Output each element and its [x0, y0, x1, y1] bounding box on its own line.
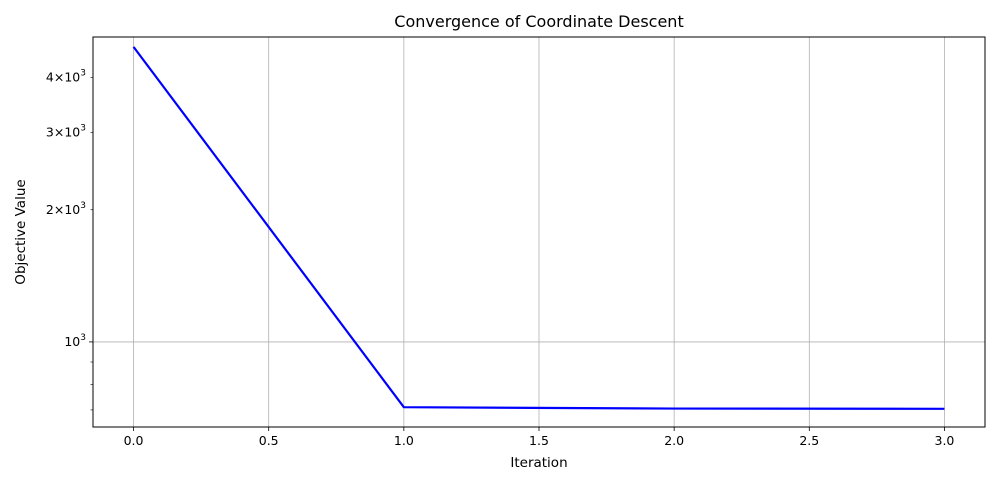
y-major-tick-label: 103 — [64, 333, 86, 349]
y-tick-multiplier: 3×10 — [46, 124, 80, 139]
y-tick-multiplier: 4×10 — [46, 70, 80, 85]
x-tick-label: 2.5 — [799, 433, 819, 448]
x-tick-label: 1.0 — [394, 433, 414, 448]
y-tick-exponent: 3 — [80, 333, 86, 343]
y-tick-exponent: 3 — [80, 201, 86, 211]
x-tick-label: 0.5 — [259, 433, 279, 448]
x-tick-label: 2.0 — [664, 433, 684, 448]
grid — [93, 37, 985, 427]
x-axis: 0.0 0.5 1.0 1.5 2.0 2.5 3.0 — [124, 427, 955, 448]
x-tick-label: 3.0 — [935, 433, 955, 448]
y-tick-base: 10 — [64, 334, 80, 349]
series-line — [132, 46, 945, 410]
y-tick-exponent: 3 — [80, 123, 86, 133]
y-minor-tick-label: 4×103 — [46, 69, 86, 85]
y-axis-label: Objective Value — [13, 179, 29, 284]
x-axis-label: Iteration — [510, 455, 567, 471]
x-tick-label: 0.0 — [124, 433, 144, 448]
y-minor-tick-label: 3×103 — [46, 123, 86, 139]
y-tick-multiplier: 2×10 — [46, 202, 80, 217]
x-tick-label: 1.5 — [529, 433, 549, 448]
chart-title: Convergence of Coordinate Descent — [394, 12, 683, 31]
y-tick-exponent: 3 — [80, 69, 86, 79]
y-minor-tick-label: 2×103 — [46, 201, 86, 217]
series-layer — [132, 46, 945, 410]
